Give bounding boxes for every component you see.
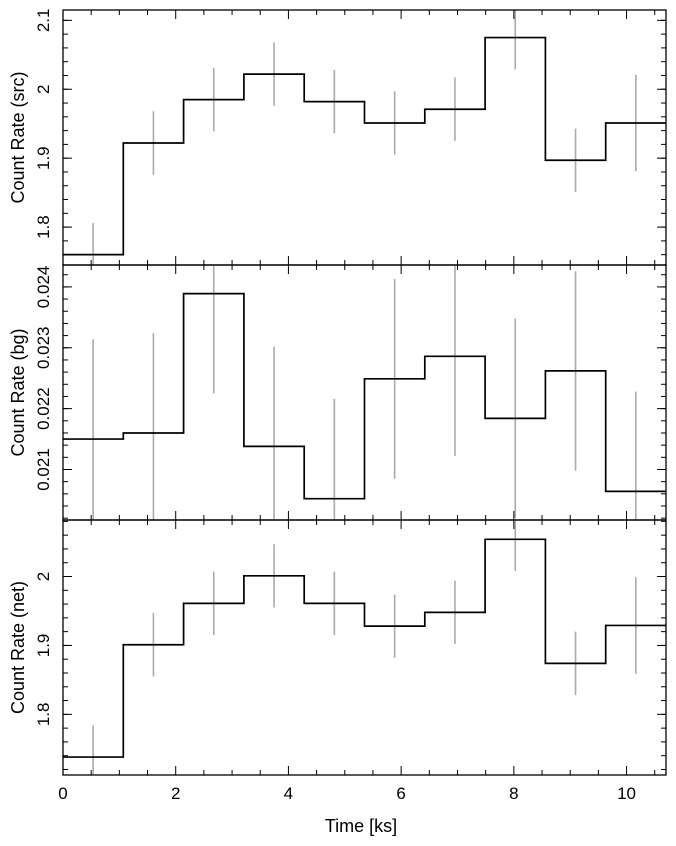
y-tick-label: 1.8: [34, 215, 53, 239]
panel-src: 1.8 1.9 2 2.1 Count Rate (src): [8, 9, 667, 266]
y-axis-title-bg: Count Rate (bg): [8, 328, 28, 456]
y-tick-label: 0.021: [34, 448, 53, 491]
y-tick-label: 1.9: [34, 146, 53, 170]
panel-frame-net: [62, 519, 667, 776]
x-tick-label: 8: [509, 784, 518, 803]
y-tick-label: 0.022: [34, 387, 53, 430]
panel-net: 1.8 1.9 2 Count Rate (net) 0 2 4 6 8 10: [8, 519, 667, 803]
step-line-net: [63, 538, 666, 758]
y-tick-label: 1.8: [34, 703, 53, 727]
x-tick-label: 6: [396, 784, 405, 803]
step-line-src: [63, 36, 666, 256]
y-tick-label: 0.023: [34, 326, 53, 369]
x-tick-label: 4: [284, 784, 293, 803]
y-tick-label: 2: [34, 572, 53, 581]
x-tick-label: 0: [58, 784, 67, 803]
y-tick-label: 0.024: [34, 266, 53, 309]
step-line-bg: [63, 292, 666, 500]
panel-bg: 0.021 0.022 0.023 0.024 Count Rate (bg): [8, 264, 667, 521]
y-axis-title-src: Count Rate (src): [8, 71, 28, 203]
y-tick-label: 2.1: [34, 9, 53, 33]
y-axis-title-net: Count Rate (net): [8, 581, 28, 714]
x-tick-label: 2: [171, 784, 180, 803]
x-axis-title: Time [ks]: [325, 816, 397, 836]
y-tick-label: 1.9: [34, 634, 53, 658]
x-tick-label: 10: [617, 784, 636, 803]
y-tick-label: 2: [34, 85, 53, 94]
